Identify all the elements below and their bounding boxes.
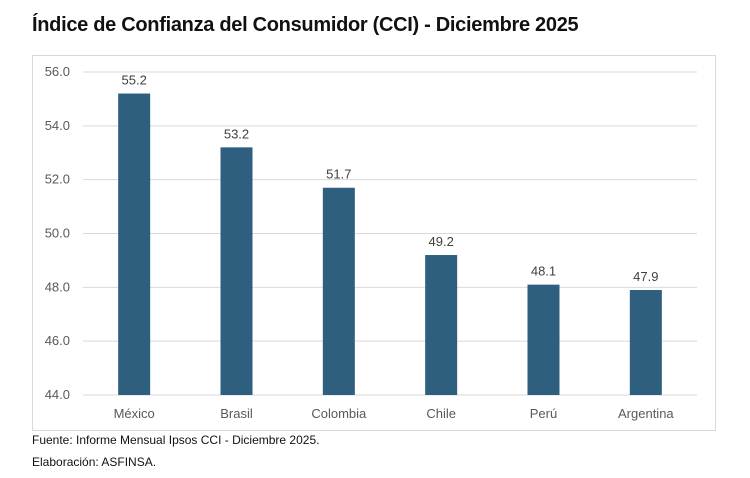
credit-note: Elaboración: ASFINSA. [32,455,157,469]
data-label: 53.2 [224,126,249,141]
bar-chile [425,255,458,395]
bar-argentina [629,290,662,395]
data-label: 55.2 [122,73,147,88]
chart-frame [32,55,716,431]
data-label: 49.2 [429,234,454,249]
data-label: 47.9 [633,269,658,284]
x-tick-label: Perú [530,406,557,421]
x-tick-label: Argentina [618,406,674,421]
data-label: 51.7 [326,167,351,182]
y-tick-label: 54.0 [45,118,70,133]
y-tick-label: 50.0 [45,226,70,241]
bar-méxico [118,93,151,396]
data-label: 48.1 [531,264,556,279]
y-tick-label: 52.0 [45,172,70,187]
bar-colombia [322,187,355,395]
x-tick-label: Colombia [311,406,367,421]
bar-brasil [220,147,253,395]
x-tick-label: Chile [426,406,456,421]
y-tick-label: 44.0 [45,387,70,402]
source-note: Fuente: Informe Mensual Ipsos CCI - Dici… [32,433,320,447]
bar-perú [527,284,560,395]
y-tick-label: 48.0 [45,279,70,294]
chart-title: Índice de Confianza del Consumidor (CCI)… [32,14,579,36]
x-tick-label: México [114,406,155,421]
y-tick-label: 56.0 [45,64,70,79]
x-tick-label: Brasil [220,406,253,421]
y-tick-label: 46.0 [45,333,70,348]
